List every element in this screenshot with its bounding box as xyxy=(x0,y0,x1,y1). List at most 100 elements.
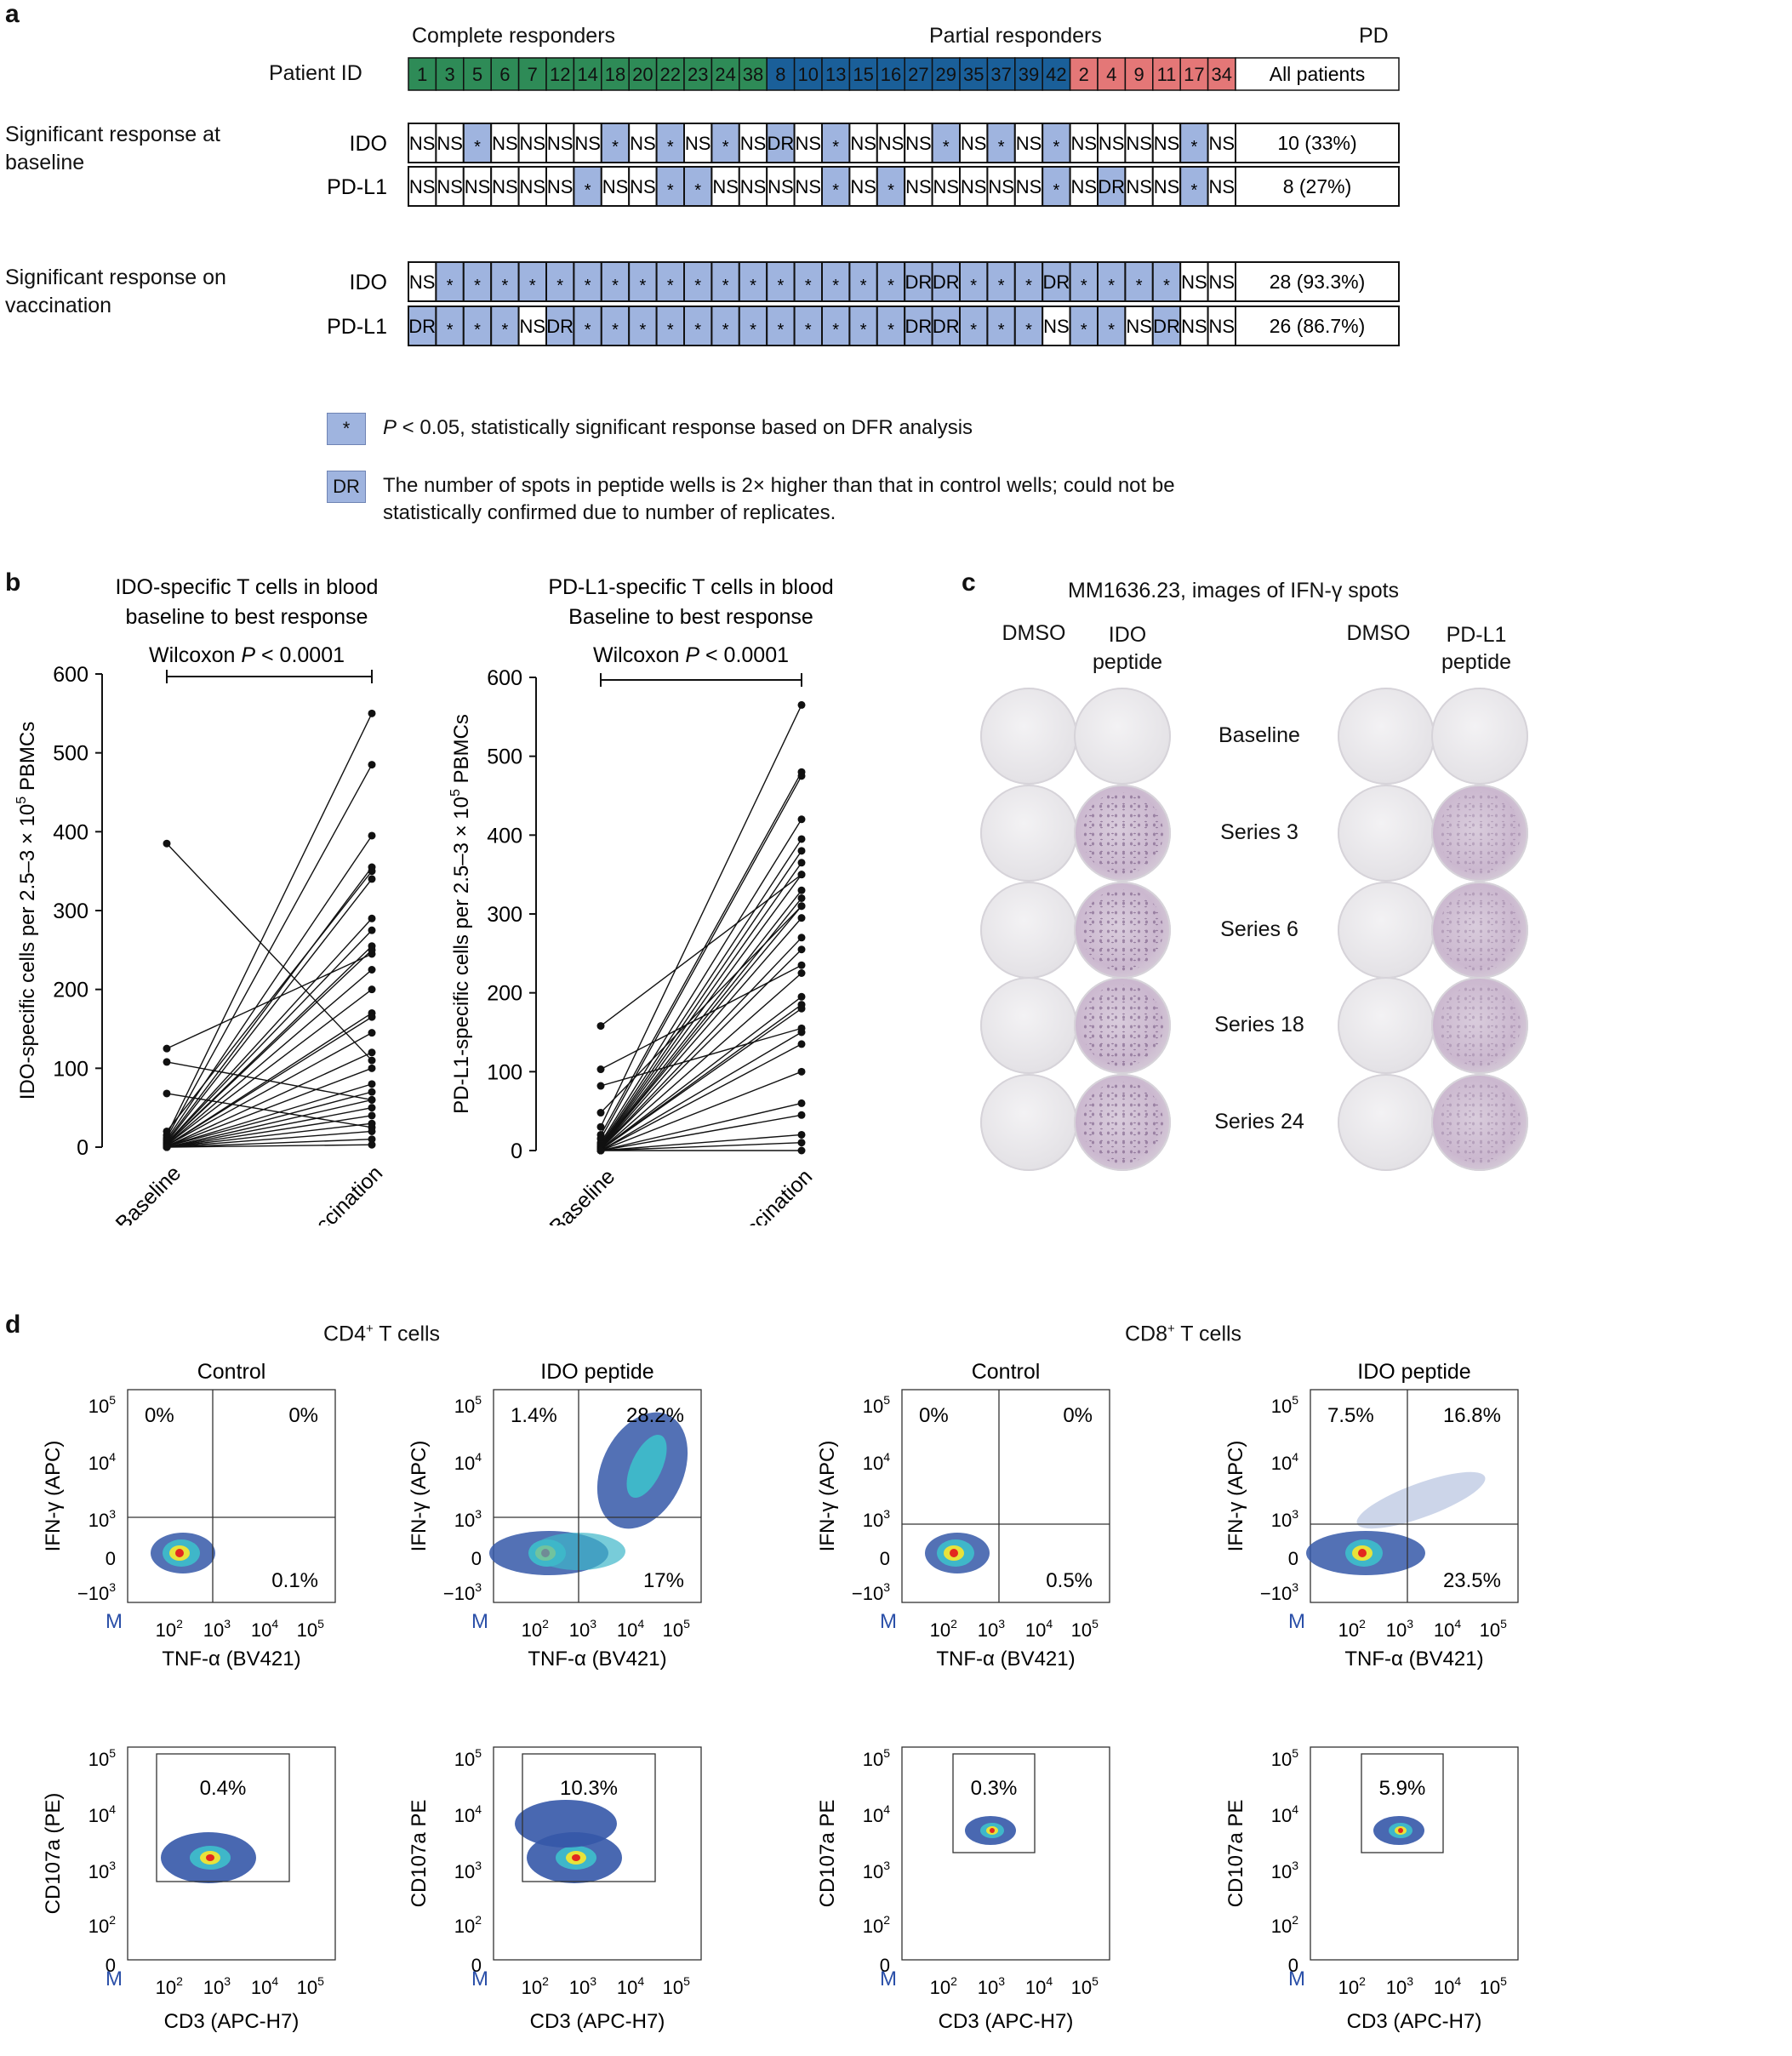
panel-b-charts: IDO-specific T cells in blood baseline to… xyxy=(14,575,834,1225)
response-cell-text: NS xyxy=(878,133,905,154)
vaccination-point xyxy=(368,863,376,871)
elispot-well xyxy=(1074,688,1171,785)
total-cell xyxy=(1235,123,1400,163)
response-cell-text: NS xyxy=(1126,133,1152,154)
vaccination-point xyxy=(797,934,806,942)
response-cell xyxy=(435,306,465,346)
response-cell xyxy=(1179,306,1209,346)
flow-x-tick: 105 xyxy=(297,1617,324,1641)
series-row-label: Series 6 xyxy=(1220,917,1298,941)
patient-id-cell xyxy=(739,57,768,91)
patient-line xyxy=(166,1130,373,1148)
baseline-point xyxy=(163,1143,171,1151)
flow-y-tick: −103 xyxy=(77,1580,116,1604)
vaccination-point xyxy=(368,1127,376,1135)
response-cell xyxy=(408,306,437,346)
patient-id-text: 42 xyxy=(1046,64,1066,85)
total-text: 10 (33%) xyxy=(1277,132,1356,154)
patient-line xyxy=(166,1067,373,1147)
response-cell xyxy=(683,123,713,163)
cd4-header: CD4+ T cells xyxy=(323,1322,441,1346)
flow-y-tick: 105 xyxy=(454,1746,482,1770)
legend-star-text: P < 0.05, statistically significant resp… xyxy=(383,416,973,439)
patient-id-cell xyxy=(986,57,1016,91)
flow-x-tick: 104 xyxy=(251,1617,278,1641)
y-tick-label: 0 xyxy=(77,1136,88,1160)
patient-line xyxy=(600,1027,802,1087)
response-cell xyxy=(1207,261,1236,302)
quadrant-lr-pct: 17% xyxy=(643,1569,684,1592)
vaccination-point xyxy=(368,761,376,769)
response-cell xyxy=(490,261,520,302)
baseline-section-title: Significant response at baseline xyxy=(5,123,220,174)
flow-y-label: CD107a PE xyxy=(408,1800,431,1908)
response-cell xyxy=(1124,261,1154,302)
response-cell xyxy=(1151,166,1182,207)
x-label-baseline: Baseline xyxy=(111,1161,186,1225)
elispot-well xyxy=(1431,1074,1528,1171)
vaccination-point xyxy=(797,772,806,780)
patient-line xyxy=(600,1114,802,1151)
response-cell xyxy=(931,166,961,207)
flow-x-tick: 104 xyxy=(1434,1974,1461,1998)
response-cell xyxy=(600,166,631,207)
patient-id-text: 37 xyxy=(990,64,1011,85)
m-mark: M xyxy=(471,1967,488,1990)
patient-id-cell xyxy=(1042,57,1071,91)
vaccination-point xyxy=(368,926,376,934)
vaccination-point xyxy=(368,1088,376,1096)
response-cell-text: * xyxy=(667,321,674,340)
response-cell-text: NS xyxy=(796,133,822,154)
vaccination-point xyxy=(797,1004,806,1013)
patient-line xyxy=(600,905,802,1149)
flow-y-tick: 102 xyxy=(863,1913,890,1937)
patient-id-text: 35 xyxy=(963,64,984,85)
elispot-well xyxy=(1074,977,1171,1074)
flow-y-tick: 103 xyxy=(863,1507,890,1531)
m-mark: M xyxy=(880,1967,897,1990)
flow-x-label: CD3 (APC-H7) xyxy=(1347,2010,1482,2033)
response-cell xyxy=(904,123,933,163)
flow-plot-frame xyxy=(1310,1746,1519,1961)
response-cell-text: * xyxy=(585,321,591,340)
response-cell-text: NS xyxy=(630,133,656,154)
response-cell-text: DR xyxy=(905,316,933,337)
patient-id-cell xyxy=(931,57,961,91)
response-cell-text: NS xyxy=(409,133,436,154)
legend-dr-text: The number of spots in peptide wells is … xyxy=(383,474,1175,524)
vaccination-point xyxy=(797,914,806,922)
quadrant-ul-pct: 0% xyxy=(919,1404,949,1427)
cell-population xyxy=(965,1816,1016,1845)
patient-line xyxy=(600,898,802,1149)
patient-id-text: 17 xyxy=(1184,64,1204,85)
flow-x-tick: 105 xyxy=(297,1974,324,1998)
patient-line xyxy=(166,1122,373,1148)
vaccination-point xyxy=(368,1064,376,1072)
col-header-dmso-2: DMSO xyxy=(1346,621,1411,645)
y-tick-label: 400 xyxy=(53,820,88,844)
response-cell xyxy=(766,123,796,163)
vaccination-point xyxy=(797,835,806,843)
flow-x-tick: 105 xyxy=(1071,1617,1099,1641)
patient-line xyxy=(600,889,802,1148)
patient-line xyxy=(166,1052,373,1147)
response-cell xyxy=(876,306,906,346)
flow-y-tick: 0 xyxy=(1288,1548,1298,1569)
response-cell xyxy=(986,261,1016,302)
patient-id-text: 22 xyxy=(660,64,681,85)
response-cell-text: * xyxy=(585,181,591,200)
flow-y-tick: 102 xyxy=(88,1913,116,1937)
patient-line xyxy=(600,1102,802,1151)
quadrant-ul-pct: 7.5% xyxy=(1327,1404,1374,1427)
flow-y-label: CD107a (PE) xyxy=(42,1793,65,1915)
response-cell xyxy=(1207,166,1236,207)
response-cell-text: NS xyxy=(850,176,876,197)
response-cell xyxy=(738,306,768,346)
flow-y-tick: 104 xyxy=(88,1802,116,1826)
patient-id-text: 18 xyxy=(605,64,625,85)
cell-population xyxy=(1306,1471,1486,1575)
flow-x-tick: 102 xyxy=(156,1974,183,1998)
flow-y-tick: 104 xyxy=(454,1802,482,1826)
patient-id-text: 1 xyxy=(417,64,427,85)
patient-id-cell xyxy=(545,57,575,91)
